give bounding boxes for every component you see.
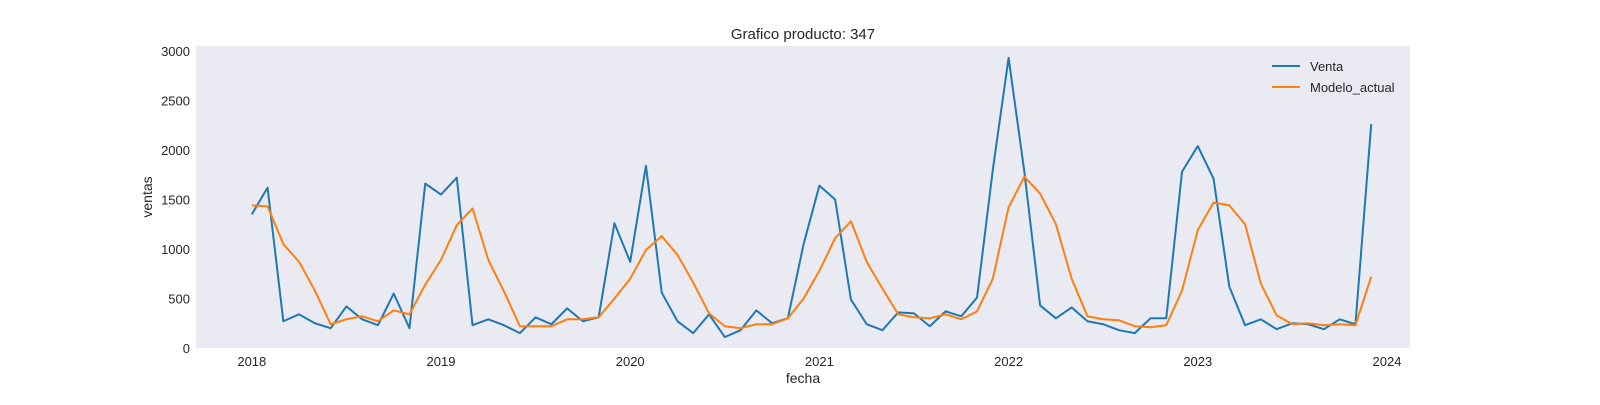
series-layer	[250, 56, 1373, 339]
series-line-venta	[250, 56, 1373, 339]
legend-label: Venta	[1310, 59, 1344, 74]
plot-area	[196, 46, 1410, 348]
x-tick-label: 2022	[994, 354, 1023, 369]
y-tick-label: 3000	[161, 44, 190, 59]
y-tick-label: 0	[183, 341, 190, 356]
legend: Venta Modelo_actual	[1272, 59, 1395, 95]
x-tick-label: 2023	[1183, 354, 1212, 369]
x-tick-label: 2019	[427, 354, 456, 369]
series-line-modelo-actual	[251, 175, 1373, 330]
x-axis-ticks: 2018 2019 2020 2021 2022 2023 2024	[237, 354, 1401, 369]
x-axis-label: fecha	[786, 370, 820, 386]
x-tick-label: 2021	[805, 354, 834, 369]
x-tick-label: 2020	[616, 354, 645, 369]
y-tick-label: 2500	[161, 93, 190, 108]
chart-title: Grafico producto: 347	[731, 26, 875, 43]
y-tick-label: 1500	[161, 192, 190, 207]
x-tick-label: 2024	[1373, 354, 1402, 369]
y-tick-label: 500	[168, 291, 190, 306]
y-tick-label: 2000	[161, 143, 190, 158]
y-tick-label: 1000	[161, 242, 190, 257]
y-axis-ticks: 0 500 1000 1500 2000 2500 3000	[161, 44, 190, 356]
legend-label: Modelo_actual	[1310, 80, 1395, 95]
x-tick-label: 2018	[237, 354, 266, 369]
y-axis-label: ventas	[139, 176, 155, 217]
